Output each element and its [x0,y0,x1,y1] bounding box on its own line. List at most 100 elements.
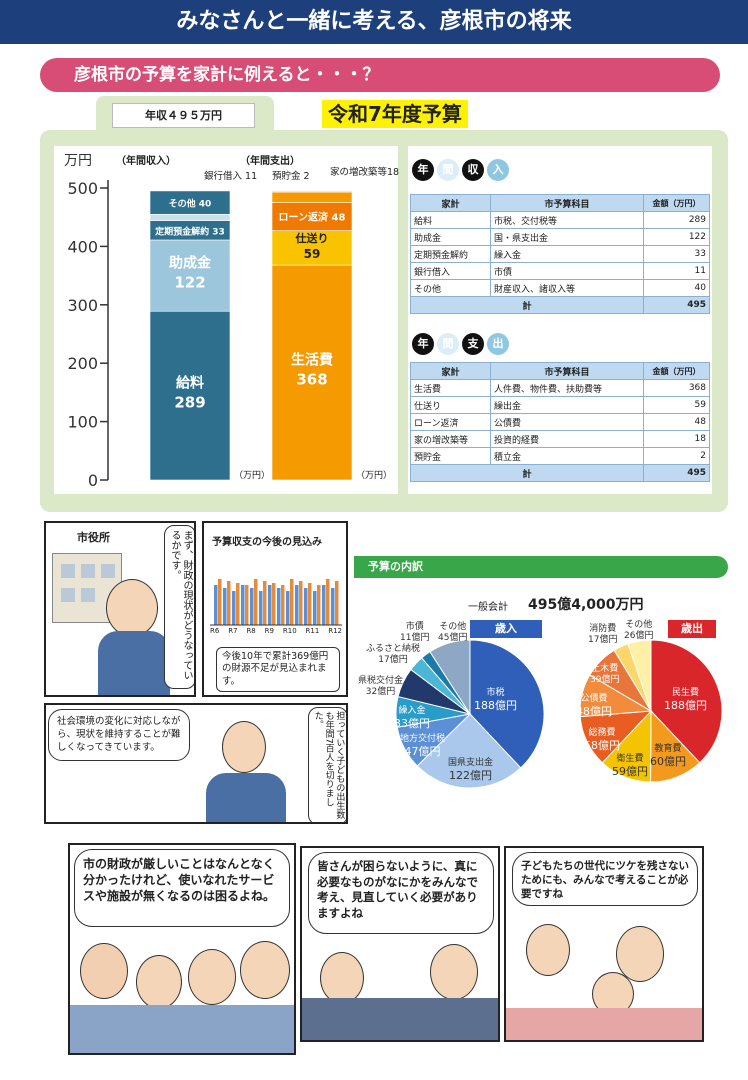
table-cell: 市税、交付税等 [490,211,644,229]
expense-table-badge: 年間支出 [412,332,512,355]
review-speech: 皆さんが困らないように、真に必要なものがなにかをみんなで考え、見直していく必要が… [308,852,494,934]
y-tick-label: 500 [67,179,98,198]
table-cell: 積立金 [490,447,644,465]
bar-data-label: 給料 [176,375,204,392]
bar-data-label: その他 40 [169,198,212,210]
expense-slice [650,640,722,764]
axis-tick: R8 [246,627,256,635]
table-row: 給料 市税、交付税等 289 [410,211,710,229]
slice-value: 33億円 [394,716,430,730]
total-value: 495 [643,296,710,314]
bar-data-label: 289 [174,394,205,412]
table-cell: 289 [643,211,710,229]
mayor-suit [98,631,170,695]
citizen-face-4 [240,941,290,999]
expense-label-other: その他 26億円 [624,620,653,642]
elder-face [526,924,570,976]
slice-value: 47億円 [404,744,441,758]
fiscal-year-title: 令和7年度予算 [322,100,468,128]
income-unit: （万円） [234,471,271,481]
forecast-bar [308,583,312,625]
table-cell: 仕送り [410,396,491,414]
total-value: 495 [643,464,710,482]
slice-name: 土木費 [591,664,619,674]
table-cell: 助成金 [410,228,491,246]
bar-segment-その他 [149,190,231,215]
slice-name: 総務費 [588,728,616,738]
column-header: 市予算科目 [490,194,644,212]
forecast-bar [214,585,218,625]
bar-segment-助成金 [149,239,231,312]
slice-value: 45億円 [438,632,468,643]
expense-unit: （万円） [356,471,393,481]
axis-tick: R10 [282,627,297,635]
table-cell: 48 [643,413,710,431]
slice-name: 民生費 [671,688,699,698]
bar-segment-預貯金 [271,190,353,193]
slice-value: 48億円 [576,704,612,718]
table-cell: 給料 [410,211,491,229]
table-header-row: 家計 市予算科目 金額（万円） [410,194,710,212]
forecast-bar [218,579,222,625]
slice-value: 11億円 [400,632,430,643]
column-header: 市予算科目 [490,362,644,380]
slice-value: 32億円 [365,686,396,697]
slice-name: 市債 [405,622,424,632]
y-unit-label: 万円 [64,153,92,169]
table-row: 定期預金解約 繰入金 33 [410,245,710,263]
expense-label-fire: 消防費 17億円 [588,624,617,646]
table-cell: 40 [643,279,710,297]
forecast-bar [263,581,267,625]
expense-label-welfare: 民生費 188億円 [664,688,707,712]
y-tick-label: 300 [67,296,98,315]
forecast-bar [227,581,231,625]
forecast-bar [277,588,281,625]
expense-header: （年間支出） [240,156,300,167]
revenue-label-grants: 国県支出金 122億円 [448,758,493,782]
y-tick-label: 0 [88,471,98,490]
forecast-bar [236,583,240,625]
table-cell: 59 [643,396,710,414]
person-face-right [430,944,478,1000]
badge-char: 収 [462,159,484,181]
callout-house: 家の増改築等18 [330,167,400,178]
forecast-bar [281,585,285,625]
forecast-bar [259,591,263,625]
table-cell: 定期預金解約 [410,245,491,263]
table-row: 生活費 人件費、物件費、扶助費等 368 [410,379,710,397]
bar-segment-給料 [149,310,231,481]
slice-name: 消防費 [589,624,617,634]
forecast-bar [245,585,249,625]
expense-label-civil: 土木費 39億円 [590,664,619,686]
table-cell: 繰入金 [490,245,644,263]
slice-value: 188億円 [664,698,707,712]
forecast-bar [322,585,326,625]
slice-value: 188億円 [474,698,517,712]
breakdown-title: 予算の内訳 [354,556,728,578]
table-cell: 家の増改築等 [410,430,491,448]
bar-data-label: 助成金 [169,255,212,272]
forecast-note: 今後10年で累計369億円の財源不足が見込まれます。 [216,647,340,693]
forecast-bar [326,579,330,625]
slice-name: 衛生費 [616,754,644,764]
forecast-bar [250,588,254,625]
table-row: 家の増改築等 投資的経費 18 [410,430,710,448]
y-tick-label: 200 [67,354,98,373]
manga-panel-worried: 社会環境の変化に対応しながら、現状を維持することが難しくなってきています。 少子… [44,703,348,824]
axis-tick: R12 [328,627,342,635]
forecast-bar [331,588,335,625]
mother-face [616,926,664,982]
mayor-face [106,579,158,637]
table-cell: 公債費 [490,413,644,431]
forecast-bar [272,583,276,625]
slice-name: 市税 [486,688,505,698]
callout-bank-loan: 銀行借入 11 [204,171,258,182]
person-face-left [320,952,364,1004]
handshake-suits [302,998,498,1040]
forecast-bar [317,585,321,625]
general-account-total: 495億4,000万円 [528,597,644,613]
annual-income-tag: 年収４９５万円 [112,103,255,128]
badge-char: 間 [437,159,459,181]
slice-name: 教育費 [654,744,682,754]
table-cell: 368 [643,379,710,397]
